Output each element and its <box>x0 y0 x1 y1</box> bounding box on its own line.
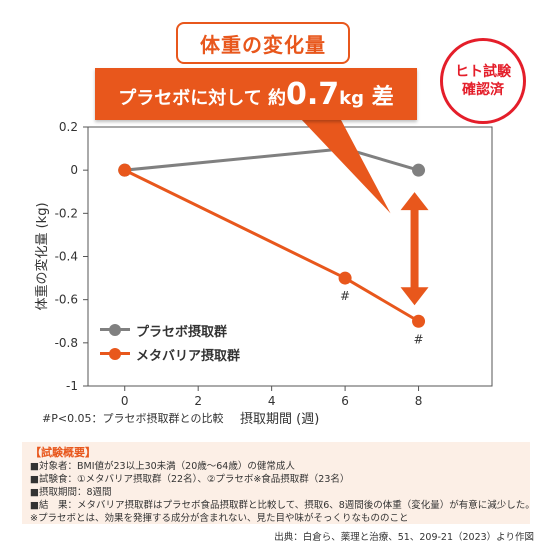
y-tick-label: -1 <box>66 379 78 393</box>
legend-marker-metabaria <box>100 346 130 362</box>
callout-text: プラセボに対して 約0.7kg 差 <box>118 77 393 112</box>
callout-prefix: プラセボに対して 約 <box>118 87 287 109</box>
callout-value: 0.7 <box>286 76 340 112</box>
y-tick-label: -0.8 <box>55 336 78 350</box>
x-tick-label: 8 <box>415 394 423 408</box>
x-tick-label: 6 <box>341 394 349 408</box>
x-axis-label: 摂取期間 (週) <box>240 412 320 427</box>
x-tick-label: 0 <box>121 394 129 408</box>
study-summary-box: 【試験概要】 ■対象者：BMI値が23以上30未満（20歳〜64歳）の健常成人 … <box>22 442 535 524</box>
legend: プラセボ摂取群 メタバリア摂取群 <box>100 318 300 366</box>
data-point-1-1 <box>338 271 352 285</box>
callout-pointer <box>300 118 391 214</box>
summary-title: 【試験概要】 <box>30 446 96 459</box>
chart-title-box: 体重の変化量 <box>176 22 350 64</box>
callout-suffix: 差 <box>364 84 394 110</box>
significance-mark: # <box>340 289 350 303</box>
x-tick-label: 2 <box>194 394 202 408</box>
y-tick-label: 0 <box>70 163 78 177</box>
human-trial-badge: ヒト試験 確認済 <box>440 38 526 124</box>
legend-label-metabaria: メタバリア摂取群 <box>136 348 241 364</box>
difference-arrow-head-up <box>400 192 429 211</box>
y-tick-label: -0.6 <box>55 293 78 307</box>
legend-item-metabaria: メタバリア摂取群 <box>100 342 300 366</box>
callout-unit: kg <box>339 87 365 109</box>
legend-label-placebo: プラセボ摂取群 <box>136 324 228 340</box>
y-axis-label: 体重の変化量 (kg) <box>34 202 50 310</box>
y-tick-label: 0.2 <box>59 120 78 134</box>
badge-line-1: ヒト試験 <box>455 64 511 80</box>
y-tick-label: -0.2 <box>55 206 78 220</box>
data-point-1-2 <box>412 314 426 328</box>
annotations: ## <box>300 118 429 346</box>
difference-arrow-head-down <box>400 287 429 306</box>
difference-arrow-shaft <box>410 208 419 290</box>
badge-line-2: 確認済 <box>462 82 504 98</box>
summary-line-test-food: ■試験食：①メタバリア摂取群（22名）、②プラセボ※食品摂取群（23名） <box>30 474 350 485</box>
data-point-1-0 <box>118 163 132 177</box>
chart-title: 体重の変化量 <box>200 32 326 57</box>
significance-footnote: #P<0.05：プラセボ摂取群との比較 <box>42 412 224 425</box>
citation: 出典：白倉ら、薬理と治療、51、209-21（2023）より作図 <box>274 532 534 543</box>
legend-marker-placebo <box>100 322 130 338</box>
summary-line-placebo-note: ※プラセボとは、効果を発揮する成分が含まれない、見た目や味がそっくりなもののこと <box>30 513 409 524</box>
significance-mark: # <box>414 332 424 346</box>
data-point-0-2 <box>412 163 426 177</box>
summary-line-result: ■結 果：メタバリア摂取群はプラセボ食品摂取群と比較して、摂取6、8週間後の体重… <box>30 500 535 511</box>
summary-line-period: ■摂取期間：8週間 <box>30 487 112 498</box>
y-tick-label: -0.4 <box>55 250 78 264</box>
difference-callout: プラセボに対して 約0.7kg 差 <box>95 68 417 120</box>
x-tick-label: 4 <box>268 394 276 408</box>
summary-line-subjects: ■対象者：BMI値が23以上30未満（20歳〜64歳）の健常成人 <box>30 461 295 472</box>
legend-item-placebo: プラセボ摂取群 <box>100 318 300 342</box>
